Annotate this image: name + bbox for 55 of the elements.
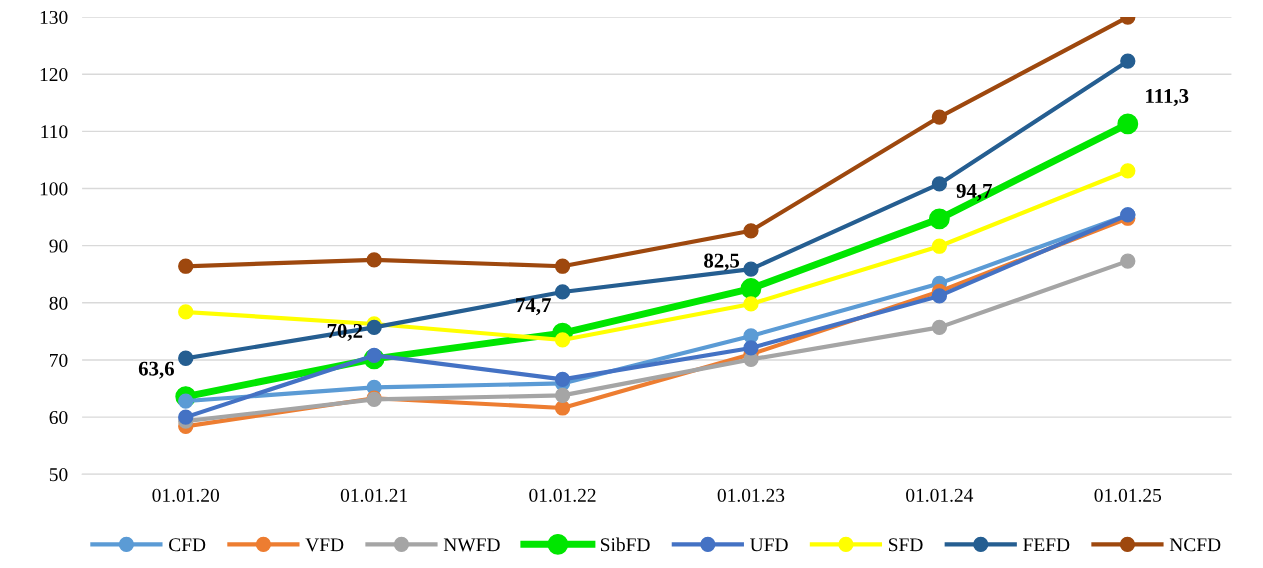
- point: [743, 340, 759, 356]
- y-tick-label: 80: [49, 296, 68, 310]
- point: [1117, 113, 1139, 135]
- point: [178, 409, 194, 425]
- point: [931, 176, 948, 192]
- legend-label: SibFD: [601, 537, 650, 552]
- point: [1120, 163, 1136, 179]
- point: [554, 387, 571, 404]
- x-tick-label: 01.01.22: [529, 488, 596, 502]
- point: [366, 319, 382, 336]
- point: [743, 223, 759, 239]
- legend-label: CFD: [169, 538, 206, 552]
- x-tick-label: 01.01.23: [717, 488, 785, 502]
- data-label: 82,5: [704, 253, 740, 271]
- legend-label: NWFD: [443, 538, 500, 552]
- point: [178, 304, 194, 320]
- point: [1120, 253, 1136, 269]
- point: [740, 278, 762, 299]
- data-label: 111,3: [1146, 89, 1189, 107]
- data-label: 63,6: [138, 361, 174, 379]
- point: [743, 261, 759, 277]
- x-tick-label: 01.01.21: [340, 488, 407, 502]
- point: [1120, 53, 1136, 69]
- y-tick-label: 130: [40, 10, 68, 24]
- point: [366, 347, 382, 364]
- point: [931, 288, 948, 304]
- point: [928, 208, 950, 230]
- y-tick-label: 100: [40, 182, 68, 196]
- point: [554, 400, 571, 416]
- point: [554, 371, 571, 388]
- y-tick-label: 70: [50, 353, 68, 367]
- point: [366, 252, 382, 268]
- point: [178, 350, 194, 366]
- legend-label: VFD: [305, 538, 344, 552]
- y-tick-label: 90: [49, 239, 68, 253]
- y-tick-label: 50: [49, 468, 68, 482]
- point: [554, 284, 571, 300]
- point: [931, 319, 948, 336]
- x-tick-label: 01.01.25: [1094, 488, 1162, 502]
- legend-label: SFD: [889, 538, 923, 552]
- point: [743, 296, 759, 312]
- point: [931, 109, 948, 125]
- point: [554, 258, 571, 274]
- legend-label: FEFD: [1023, 538, 1070, 552]
- x-tick-label: 01.01.20: [152, 488, 220, 502]
- legend-label: UFD: [750, 538, 788, 552]
- x-tick-label: 01.01.24: [906, 488, 974, 502]
- point: [178, 258, 194, 274]
- y-tick-label: 120: [40, 68, 68, 82]
- legend-label: NCFD: [1169, 538, 1221, 552]
- point: [931, 238, 948, 254]
- data-label: 74,7: [516, 298, 551, 316]
- point: [554, 332, 571, 348]
- y-tick-label: 60: [49, 410, 68, 425]
- y-tick-label: 110: [41, 125, 68, 139]
